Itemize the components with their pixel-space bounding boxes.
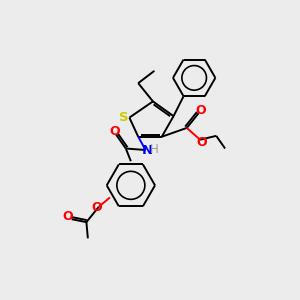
Text: O: O (91, 201, 102, 214)
Text: S: S (119, 110, 129, 124)
Text: H: H (150, 143, 159, 156)
Text: O: O (109, 125, 120, 138)
Text: O: O (196, 136, 207, 149)
Text: O: O (63, 210, 74, 223)
Text: N: N (142, 144, 153, 157)
Text: O: O (195, 104, 206, 117)
